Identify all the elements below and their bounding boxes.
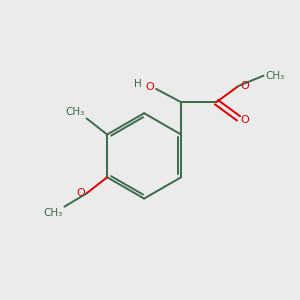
Text: H: H (134, 79, 142, 88)
Text: O: O (76, 188, 85, 198)
Text: CH₃: CH₃ (66, 107, 85, 117)
Text: O: O (240, 81, 249, 91)
Text: CH₃: CH₃ (44, 208, 63, 218)
Text: O: O (145, 82, 154, 92)
Text: O: O (241, 115, 250, 125)
Text: CH₃: CH₃ (265, 71, 284, 81)
